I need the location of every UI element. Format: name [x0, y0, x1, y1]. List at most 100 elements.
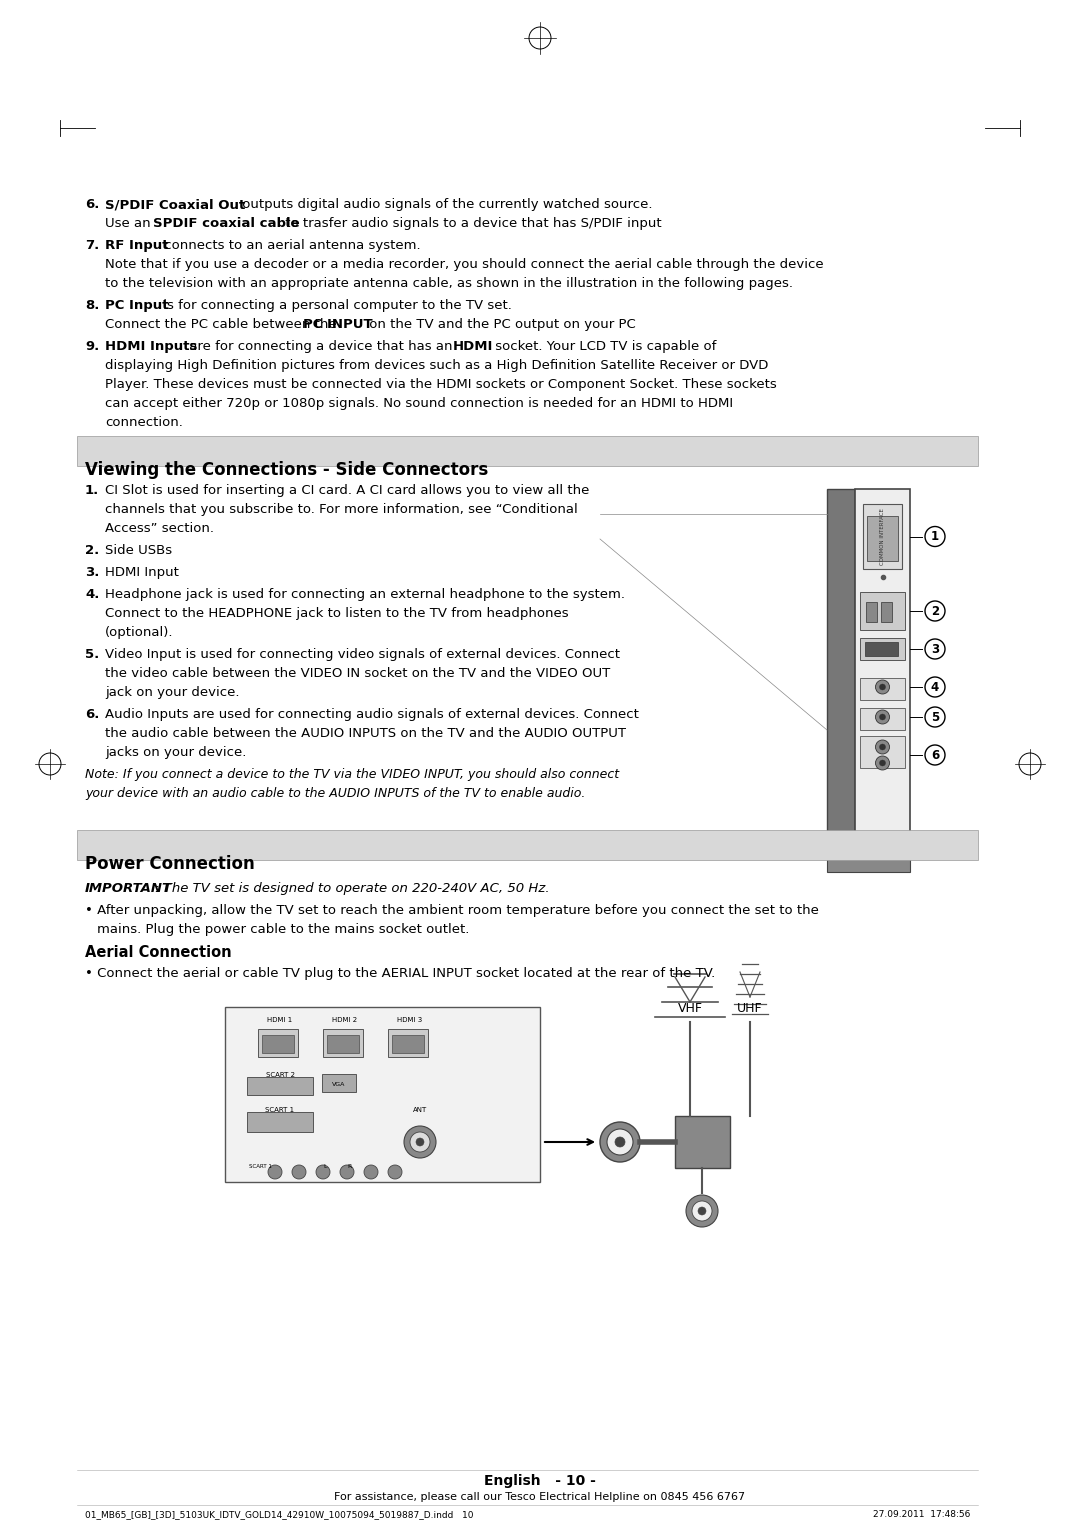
- FancyBboxPatch shape: [262, 1034, 294, 1053]
- Text: 4: 4: [931, 680, 940, 694]
- FancyBboxPatch shape: [675, 1115, 730, 1167]
- Text: Note that if you use a decoder or a media recorder, you should connect the aeria: Note that if you use a decoder or a medi…: [105, 258, 824, 270]
- Text: (optional).: (optional).: [105, 626, 174, 639]
- Text: Power Connection: Power Connection: [85, 856, 255, 872]
- FancyBboxPatch shape: [392, 1034, 424, 1053]
- Text: displaying High Deﬁnition pictures from devices such as a High Deﬁnition Satelli: displaying High Deﬁnition pictures from …: [105, 359, 768, 371]
- FancyBboxPatch shape: [860, 736, 905, 769]
- Text: 1: 1: [931, 530, 940, 542]
- Text: 3: 3: [931, 642, 940, 656]
- Text: outputs digital audio signals of the currently watched source.: outputs digital audio signals of the cur…: [238, 199, 652, 211]
- Text: are for connecting a device that has an: are for connecting a device that has an: [185, 341, 457, 353]
- Text: Aerial Connection: Aerial Connection: [85, 944, 231, 960]
- Text: COMMON INTERFACE: COMMON INTERFACE: [880, 509, 885, 565]
- Text: RF Input: RF Input: [105, 238, 168, 252]
- Circle shape: [404, 1126, 436, 1158]
- FancyBboxPatch shape: [247, 1112, 313, 1132]
- Circle shape: [364, 1164, 378, 1180]
- FancyBboxPatch shape: [860, 678, 905, 700]
- Text: 1.: 1.: [85, 484, 99, 497]
- Text: channels that you subscribe to. For more information, see “Conditional: channels that you subscribe to. For more…: [105, 503, 578, 516]
- Text: socket. Your LCD TV is capable of: socket. Your LCD TV is capable of: [491, 341, 716, 353]
- FancyBboxPatch shape: [323, 1028, 363, 1057]
- Text: your device with an audio cable to the AUDIO INPUTS of the TV to enable audio.: your device with an audio cable to the A…: [85, 787, 585, 801]
- Text: VHF: VHF: [677, 1002, 702, 1015]
- FancyBboxPatch shape: [258, 1028, 298, 1057]
- Text: L: L: [323, 1164, 327, 1169]
- Text: Connect to the HEADPHONE jack to listen to the TV from headphones: Connect to the HEADPHONE jack to listen …: [105, 607, 569, 620]
- Text: CI Slot is used for inserting a CI card. A CI card allows you to view all the: CI Slot is used for inserting a CI card.…: [105, 484, 590, 497]
- Text: Use an: Use an: [105, 217, 154, 231]
- FancyBboxPatch shape: [388, 1028, 428, 1057]
- Text: the video cable between the VIDEO IN socket on the TV and the VIDEO OUT: the video cable between the VIDEO IN soc…: [105, 668, 610, 680]
- Circle shape: [876, 740, 890, 753]
- Text: on the TV and the PC output on your PC: on the TV and the PC output on your PC: [365, 318, 636, 332]
- Circle shape: [698, 1207, 706, 1215]
- Text: 6.: 6.: [85, 707, 99, 721]
- Circle shape: [692, 1201, 712, 1221]
- Text: UHF: UHF: [738, 1002, 762, 1015]
- Circle shape: [600, 1122, 640, 1161]
- Text: 2.: 2.: [85, 544, 99, 558]
- FancyBboxPatch shape: [855, 489, 910, 842]
- Circle shape: [879, 714, 886, 720]
- FancyBboxPatch shape: [327, 1034, 359, 1053]
- Text: to trasfer audio signals to a device that has S/PDIF input: to trasfer audio signals to a device tha…: [281, 217, 662, 231]
- Text: jack on your device.: jack on your device.: [105, 686, 240, 698]
- Text: 9.: 9.: [85, 341, 99, 353]
- Text: 7.: 7.: [85, 238, 99, 252]
- Text: S/PDIF Coaxial Out: S/PDIF Coaxial Out: [105, 199, 245, 211]
- Circle shape: [388, 1164, 402, 1180]
- Text: PC INPUT: PC INPUT: [303, 318, 373, 332]
- Text: 6.: 6.: [85, 199, 99, 211]
- Text: HDMI: HDMI: [453, 341, 494, 353]
- Text: HDMI Input: HDMI Input: [105, 565, 179, 579]
- Text: R: R: [348, 1164, 352, 1169]
- Text: 5.: 5.: [85, 648, 99, 662]
- FancyBboxPatch shape: [860, 707, 905, 730]
- Text: 4.: 4.: [85, 588, 99, 601]
- Text: 5: 5: [931, 711, 940, 723]
- Bar: [77, 435, 978, 466]
- Text: Video Input is used for connecting video signals of external devices. Connect: Video Input is used for connecting video…: [105, 648, 620, 662]
- FancyBboxPatch shape: [322, 1074, 356, 1093]
- Text: English   - 10 -: English - 10 -: [484, 1475, 596, 1488]
- Text: connection.: connection.: [105, 416, 183, 429]
- FancyBboxPatch shape: [247, 1077, 313, 1096]
- FancyBboxPatch shape: [863, 504, 902, 568]
- FancyBboxPatch shape: [866, 602, 877, 622]
- Text: Note: If you connect a device to the TV via the VIDEO INPUT, you should also con: Note: If you connect a device to the TV …: [85, 769, 619, 781]
- FancyBboxPatch shape: [865, 642, 897, 656]
- Text: ANT: ANT: [413, 1106, 427, 1112]
- Circle shape: [292, 1164, 306, 1180]
- Circle shape: [879, 685, 886, 691]
- Text: Player. These devices must be connected via the HDMI sockets or Component Socket: Player. These devices must be connected …: [105, 377, 777, 391]
- Text: : The TV set is designed to operate on 220-240V AC, 50 Hz.: : The TV set is designed to operate on 2…: [156, 882, 550, 895]
- Text: • After unpacking, allow the TV set to reach the ambient room temperature before: • After unpacking, allow the TV set to r…: [85, 905, 819, 917]
- Text: For assistance, please call our Tesco Electrical Helpline on 0845 456 6767: For assistance, please call our Tesco El…: [335, 1491, 745, 1502]
- Circle shape: [876, 680, 890, 694]
- Text: IMPORTANT: IMPORTANT: [85, 882, 172, 895]
- Text: PC Input: PC Input: [105, 299, 168, 312]
- FancyBboxPatch shape: [827, 842, 910, 872]
- Text: to the television with an appropriate antenna cable, as shown in the illustratio: to the television with an appropriate an…: [105, 277, 793, 290]
- Text: can accept either 720p or 1080p signals. No sound connection is needed for an HD: can accept either 720p or 1080p signals.…: [105, 397, 733, 410]
- Circle shape: [876, 756, 890, 770]
- Text: Audio Inputs are used for connecting audio signals of external devices. Connect: Audio Inputs are used for connecting aud…: [105, 707, 639, 721]
- FancyBboxPatch shape: [225, 1007, 540, 1183]
- Text: 01_MB65_[GB]_[3D]_5103UK_IDTV_GOLD14_42910W_10075094_5019887_D.indd   10: 01_MB65_[GB]_[3D]_5103UK_IDTV_GOLD14_429…: [85, 1510, 473, 1519]
- Circle shape: [879, 744, 886, 750]
- Circle shape: [416, 1138, 424, 1146]
- Text: SCART 1: SCART 1: [248, 1164, 271, 1169]
- Text: • Connect the aerial or cable TV plug to the AERIAL INPUT socket located at the : • Connect the aerial or cable TV plug to…: [85, 967, 715, 979]
- Circle shape: [615, 1137, 625, 1148]
- Circle shape: [268, 1164, 282, 1180]
- Text: 27.09.2011  17:48:56: 27.09.2011 17:48:56: [873, 1510, 970, 1519]
- Text: jacks on your device.: jacks on your device.: [105, 746, 246, 759]
- FancyBboxPatch shape: [860, 639, 905, 660]
- Text: mains. Plug the power cable to the mains socket outlet.: mains. Plug the power cable to the mains…: [97, 923, 470, 937]
- Text: HDMI 3: HDMI 3: [397, 1018, 422, 1024]
- Text: HDMI Inputs: HDMI Inputs: [105, 341, 198, 353]
- Text: 6: 6: [931, 749, 940, 761]
- Text: Connect the PC cable between the: Connect the PC cable between the: [105, 318, 341, 332]
